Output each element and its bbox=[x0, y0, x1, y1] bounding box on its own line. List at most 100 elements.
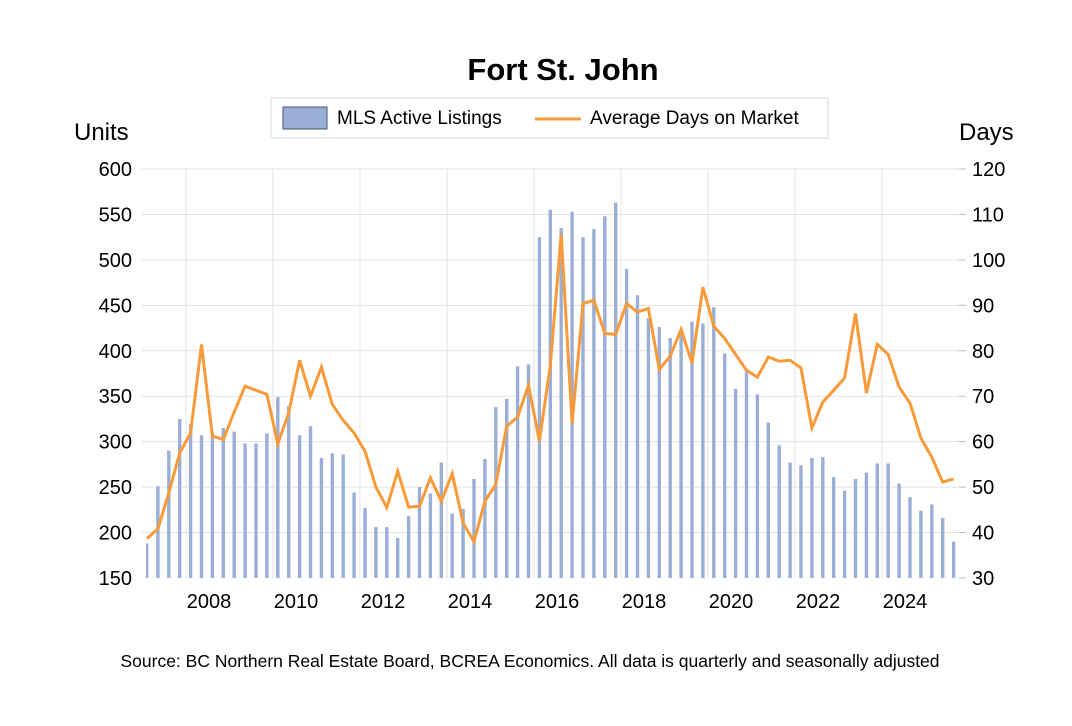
x-tick-label: 2016 bbox=[535, 591, 580, 613]
left-tick-label: 400 bbox=[99, 341, 132, 363]
bar-listings bbox=[308, 426, 313, 578]
bar-listings bbox=[526, 364, 531, 578]
bar-listings bbox=[603, 216, 607, 579]
bar-listings bbox=[668, 338, 672, 578]
right-tick-label: 100 bbox=[972, 250, 1005, 272]
bar-listings bbox=[592, 228, 596, 578]
bar-listings bbox=[548, 209, 552, 578]
bar-listings bbox=[146, 543, 149, 578]
bar-listings bbox=[690, 321, 694, 578]
bar-listings bbox=[428, 493, 433, 578]
bar-listings bbox=[450, 513, 454, 578]
left-axis-title: Units bbox=[74, 119, 129, 146]
bar-listings bbox=[570, 211, 574, 578]
right-tick-label: 80 bbox=[972, 341, 994, 363]
legend-label-listings: MLS Active Listings bbox=[337, 108, 502, 129]
line-days-on-market bbox=[146, 234, 955, 546]
bar-listings bbox=[614, 202, 618, 578]
bar-listings bbox=[210, 431, 215, 578]
bar-listings bbox=[701, 323, 705, 578]
axes: 150 200 250 300 350 400 450 500 550 600 30 40 50 60 70… bbox=[99, 159, 1006, 613]
left-tick-label: 200 bbox=[99, 523, 132, 545]
bar-listings bbox=[297, 435, 302, 578]
bar-listings bbox=[265, 433, 269, 578]
bar-listings bbox=[897, 483, 901, 578]
bar-listings bbox=[319, 458, 324, 578]
left-tick-label: 450 bbox=[99, 295, 132, 317]
bar-listings bbox=[930, 504, 934, 578]
bar-listings bbox=[505, 398, 509, 578]
x-tick-label: 2010 bbox=[274, 591, 319, 613]
chart-title: Fort St. John bbox=[467, 52, 658, 87]
bar-listings bbox=[624, 268, 629, 578]
bar-listings bbox=[341, 454, 345, 578]
bar-listings bbox=[352, 492, 356, 578]
bar-listings bbox=[494, 407, 498, 578]
bar-listings bbox=[821, 457, 825, 578]
bar-listings bbox=[842, 490, 847, 578]
bar-listings bbox=[254, 443, 258, 578]
line-series bbox=[146, 234, 955, 546]
bar-listings bbox=[417, 487, 422, 578]
x-tick-label: 2018 bbox=[622, 591, 667, 613]
bar-listings bbox=[875, 463, 879, 578]
bar-series bbox=[146, 202, 956, 579]
bar-listings bbox=[221, 428, 225, 578]
bar-listings bbox=[363, 508, 367, 578]
left-tick-label: 300 bbox=[99, 432, 132, 454]
bar-listings bbox=[755, 394, 760, 578]
right-axis-title: Days bbox=[959, 119, 1014, 146]
x-tick-label: 2024 bbox=[883, 591, 928, 613]
bar-listings bbox=[156, 486, 160, 578]
bar-listings bbox=[832, 477, 836, 578]
bar-listings bbox=[788, 462, 792, 578]
right-tick-label: 90 bbox=[972, 295, 994, 317]
bar-listings bbox=[810, 458, 814, 578]
bar-listings bbox=[537, 237, 542, 578]
left-tick-label: 550 bbox=[99, 204, 132, 226]
source-note: Source: BC Northern Real Estate Board, B… bbox=[120, 651, 939, 671]
bar-listings bbox=[733, 388, 738, 578]
left-tick-label: 600 bbox=[99, 159, 132, 181]
x-tick-label: 2012 bbox=[361, 591, 406, 613]
bar-listings bbox=[951, 541, 956, 578]
right-tick-label: 120 bbox=[972, 159, 1005, 181]
right-tick-label: 40 bbox=[972, 523, 994, 545]
bar-listings bbox=[941, 518, 945, 578]
right-tick-label: 60 bbox=[972, 432, 994, 454]
bar-listings bbox=[199, 435, 204, 578]
right-tick-label: 110 bbox=[972, 204, 1004, 226]
bar-listings bbox=[864, 472, 869, 578]
right-tick-label: 30 bbox=[972, 568, 994, 590]
left-tick-label: 350 bbox=[99, 386, 132, 408]
legend: MLS Active Listings Average Days on Mark… bbox=[270, 97, 829, 139]
bar-listings bbox=[167, 450, 171, 578]
bar-listings bbox=[723, 353, 727, 578]
right-tick-label: 50 bbox=[972, 477, 994, 499]
bar-listings bbox=[712, 307, 716, 578]
bar-listings bbox=[385, 527, 389, 578]
bar-listings bbox=[232, 431, 236, 578]
bar-listings bbox=[330, 453, 334, 578]
bar-listings bbox=[657, 327, 661, 578]
bar-listings bbox=[744, 370, 749, 578]
bar-listings bbox=[766, 422, 770, 578]
x-tick-label: 2020 bbox=[709, 591, 754, 613]
bar-listings bbox=[439, 462, 443, 578]
legend-swatch-bar bbox=[282, 106, 328, 130]
bar-listings bbox=[243, 443, 247, 578]
right-tick-label: 70 bbox=[972, 386, 994, 408]
left-tick-label: 500 bbox=[99, 250, 132, 272]
bar-listings bbox=[178, 418, 182, 578]
legend-label-days: Average Days on Market bbox=[590, 108, 799, 129]
bar-listings bbox=[515, 366, 520, 578]
x-tick-label: 2008 bbox=[187, 591, 232, 613]
bar-listings bbox=[483, 458, 487, 578]
bar-listings bbox=[646, 318, 651, 578]
bar-listings bbox=[461, 508, 465, 578]
x-tick-label: 2014 bbox=[448, 591, 493, 613]
x-tick-label: 2022 bbox=[796, 591, 841, 613]
bar-listings bbox=[559, 228, 563, 579]
bar-listings bbox=[374, 527, 378, 578]
